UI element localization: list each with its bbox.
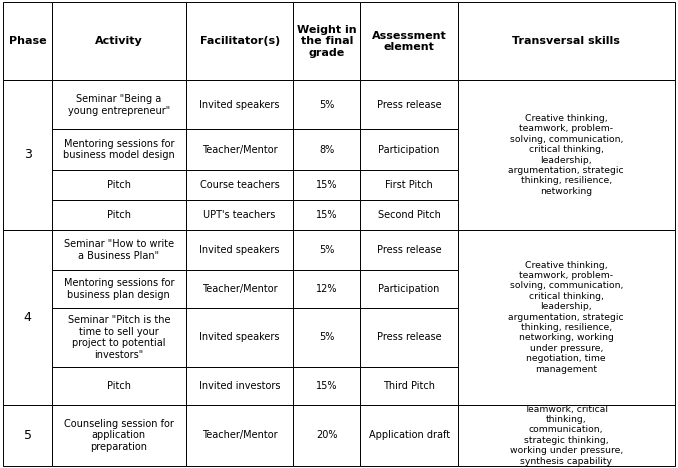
FancyBboxPatch shape: [3, 2, 52, 80]
Text: 15%: 15%: [316, 180, 338, 190]
FancyBboxPatch shape: [186, 170, 294, 200]
Text: Counseling session for
application
preparation: Counseling session for application prepa…: [64, 418, 174, 452]
Text: Press release: Press release: [377, 245, 441, 255]
Text: Third Pitch: Third Pitch: [383, 380, 435, 391]
Text: Application draft: Application draft: [369, 430, 450, 440]
FancyBboxPatch shape: [294, 2, 361, 80]
FancyBboxPatch shape: [294, 129, 361, 170]
Text: Course teachers: Course teachers: [200, 180, 279, 190]
Text: Creative thinking,
teamwork, problem-
solving, communication,
critical thinking,: Creative thinking, teamwork, problem- so…: [508, 114, 624, 196]
Text: 5%: 5%: [319, 245, 335, 255]
Text: 12%: 12%: [316, 284, 338, 294]
FancyBboxPatch shape: [186, 2, 294, 80]
Text: First Pitch: First Pitch: [385, 180, 433, 190]
Text: Participation: Participation: [378, 284, 440, 294]
FancyBboxPatch shape: [458, 230, 675, 405]
Text: Seminar "Being a
young entrepreneur": Seminar "Being a young entrepreneur": [68, 94, 170, 116]
FancyBboxPatch shape: [458, 80, 675, 230]
FancyBboxPatch shape: [186, 271, 294, 308]
FancyBboxPatch shape: [361, 200, 458, 230]
FancyBboxPatch shape: [52, 366, 186, 405]
Text: Activity: Activity: [95, 37, 142, 46]
Text: 20%: 20%: [316, 430, 338, 440]
FancyBboxPatch shape: [361, 129, 458, 170]
Text: Weight in
the final
grade: Weight in the final grade: [297, 25, 357, 58]
FancyBboxPatch shape: [294, 308, 361, 366]
FancyBboxPatch shape: [294, 366, 361, 405]
Text: Invited speakers: Invited speakers: [199, 332, 280, 343]
FancyBboxPatch shape: [186, 366, 294, 405]
FancyBboxPatch shape: [186, 200, 294, 230]
FancyBboxPatch shape: [3, 80, 52, 230]
FancyBboxPatch shape: [361, 366, 458, 405]
FancyBboxPatch shape: [52, 405, 186, 466]
FancyBboxPatch shape: [52, 170, 186, 200]
FancyBboxPatch shape: [294, 271, 361, 308]
Text: Phase: Phase: [9, 37, 46, 46]
Text: Pitch: Pitch: [107, 210, 131, 219]
FancyBboxPatch shape: [294, 80, 361, 129]
FancyBboxPatch shape: [52, 129, 186, 170]
Text: UPT's teachers: UPT's teachers: [203, 210, 276, 219]
Text: Transversal skills: Transversal skills: [513, 37, 620, 46]
FancyBboxPatch shape: [361, 308, 458, 366]
Text: Creative thinking,
teamwork, problem-
solving, communication,
critical thinking,: Creative thinking, teamwork, problem- so…: [508, 261, 624, 373]
FancyBboxPatch shape: [186, 80, 294, 129]
Text: 5%: 5%: [319, 332, 335, 343]
Text: 8%: 8%: [319, 145, 334, 154]
Text: Pitch: Pitch: [107, 180, 131, 190]
Text: Teamwork, critical
thinking,
communication,
strategic thinking,
working under pr: Teamwork, critical thinking, communicati…: [510, 405, 623, 466]
FancyBboxPatch shape: [361, 405, 458, 466]
FancyBboxPatch shape: [294, 230, 361, 271]
FancyBboxPatch shape: [3, 405, 52, 466]
Text: Facilitator(s): Facilitator(s): [199, 37, 280, 46]
FancyBboxPatch shape: [52, 230, 186, 271]
FancyBboxPatch shape: [294, 200, 361, 230]
FancyBboxPatch shape: [361, 230, 458, 271]
FancyBboxPatch shape: [458, 405, 675, 466]
FancyBboxPatch shape: [186, 308, 294, 366]
Text: Teacher/Mentor: Teacher/Mentor: [202, 284, 277, 294]
Text: 4: 4: [24, 311, 31, 323]
FancyBboxPatch shape: [52, 2, 186, 80]
Text: Invited speakers: Invited speakers: [199, 245, 280, 255]
Text: Teacher/Mentor: Teacher/Mentor: [202, 430, 277, 440]
FancyBboxPatch shape: [458, 2, 675, 80]
FancyBboxPatch shape: [294, 405, 361, 466]
Text: 15%: 15%: [316, 210, 338, 219]
FancyBboxPatch shape: [361, 170, 458, 200]
Text: 5: 5: [24, 429, 32, 442]
Text: Assessment
element: Assessment element: [372, 30, 447, 52]
FancyBboxPatch shape: [361, 271, 458, 308]
Text: Press release: Press release: [377, 332, 441, 343]
Text: 15%: 15%: [316, 380, 338, 391]
Text: Mentoring sessions for
business plan design: Mentoring sessions for business plan des…: [64, 278, 174, 300]
FancyBboxPatch shape: [3, 230, 52, 405]
FancyBboxPatch shape: [186, 230, 294, 271]
Text: Second Pitch: Second Pitch: [378, 210, 441, 219]
FancyBboxPatch shape: [186, 129, 294, 170]
Text: Press release: Press release: [377, 100, 441, 110]
Text: Mentoring sessions for
business model design: Mentoring sessions for business model de…: [63, 139, 175, 161]
Text: Seminar "How to write
a Business Plan": Seminar "How to write a Business Plan": [64, 239, 174, 261]
Text: Seminar "Pitch is the
time to sell your
project to potential
investors": Seminar "Pitch is the time to sell your …: [68, 315, 170, 360]
Text: Teacher/Mentor: Teacher/Mentor: [202, 145, 277, 154]
Text: Invited investors: Invited investors: [199, 380, 281, 391]
FancyBboxPatch shape: [52, 80, 186, 129]
FancyBboxPatch shape: [52, 200, 186, 230]
Text: 3: 3: [24, 148, 31, 161]
Text: Participation: Participation: [378, 145, 440, 154]
Text: 5%: 5%: [319, 100, 335, 110]
FancyBboxPatch shape: [52, 271, 186, 308]
Text: Invited speakers: Invited speakers: [199, 100, 280, 110]
FancyBboxPatch shape: [294, 170, 361, 200]
FancyBboxPatch shape: [52, 308, 186, 366]
FancyBboxPatch shape: [186, 405, 294, 466]
FancyBboxPatch shape: [361, 2, 458, 80]
Text: Pitch: Pitch: [107, 380, 131, 391]
FancyBboxPatch shape: [361, 80, 458, 129]
